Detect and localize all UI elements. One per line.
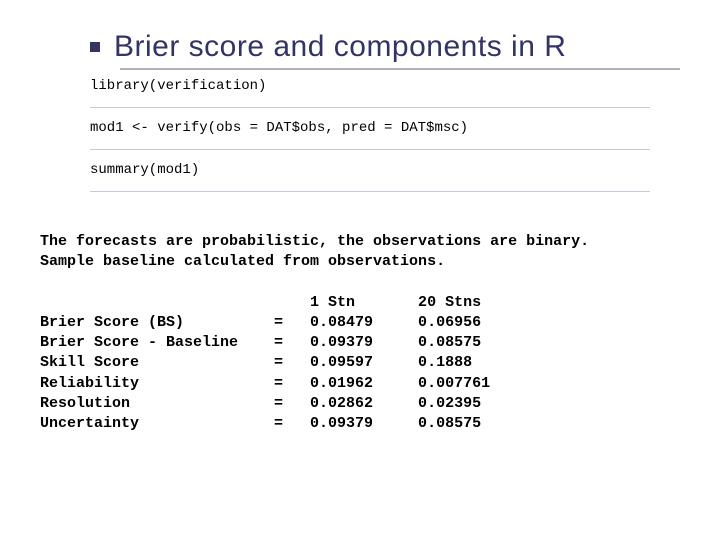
code-line-2: mod1 <- verify(obs = DAT$obs, pred = DAT…: [90, 118, 680, 139]
slide-title: Brier score and components in R: [114, 30, 566, 64]
code-divider-1: [90, 107, 650, 108]
output-table: 1 Stn 20 Stns Brier Score (BS) = 0.08479…: [40, 293, 680, 435]
code-divider-3: [90, 191, 650, 192]
title-bullet-icon: [90, 42, 100, 52]
title-row: Brier score and components in R: [90, 30, 680, 64]
slide-container: Brier score and components in R library(…: [0, 0, 720, 540]
output-description: The forecasts are probabilistic, the obs…: [40, 232, 680, 273]
output-desc-line2: Sample baseline calculated from observat…: [40, 253, 445, 270]
code-divider-2: [90, 149, 650, 150]
title-underline: [120, 68, 680, 70]
code-line-3: summary(mod1): [90, 160, 680, 181]
code-line-1: library(verification): [90, 76, 680, 97]
output-desc-line1: The forecasts are probabilistic, the obs…: [40, 233, 589, 250]
